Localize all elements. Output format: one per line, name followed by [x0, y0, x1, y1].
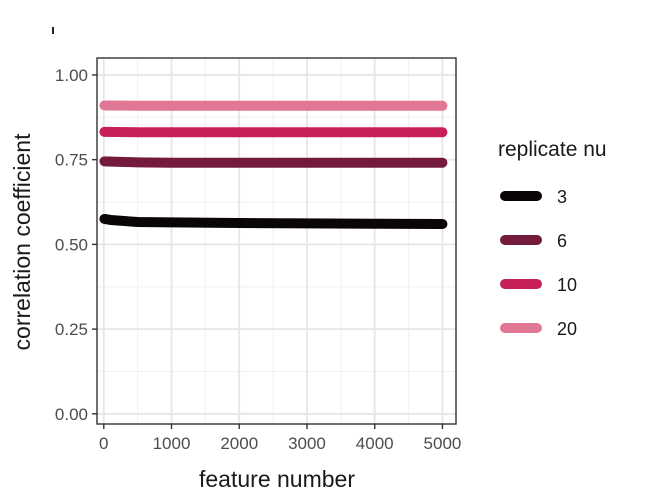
- panel-border: [96, 57, 457, 425]
- y-tick-label: 1.00: [55, 66, 88, 85]
- panel-background: [97, 58, 456, 424]
- minor-grid: [97, 58, 456, 424]
- y-tick-label: 0.50: [55, 235, 88, 254]
- legend-title: replicate nu: [498, 138, 607, 161]
- series-line-3: [99, 213, 448, 230]
- panel-border-rect: [96, 57, 457, 425]
- legend-label-10: 10: [557, 275, 577, 295]
- x-axis-ticks: 0 1000 2000 3000 4000 5000: [99, 424, 461, 453]
- y-axis-title: correlation coefficient: [9, 133, 35, 351]
- legend: replicate nu 3 6 10 20: [498, 138, 607, 339]
- y-tick-label: 0.00: [55, 405, 88, 424]
- x-tick-label: 2000: [220, 434, 258, 453]
- x-tick-label: 3000: [288, 434, 326, 453]
- speck-mark: [52, 27, 54, 34]
- x-axis-title: feature number: [199, 466, 355, 490]
- x-tick-label: 0: [99, 434, 108, 453]
- legend-label-20: 20: [557, 319, 577, 339]
- y-tick-label: 0.75: [55, 151, 88, 170]
- series-line-6: [99, 156, 448, 168]
- legend-label-6: 6: [557, 231, 567, 251]
- plot-panel: [97, 58, 456, 424]
- legend-label-3: 3: [557, 187, 567, 207]
- x-tick-label: 4000: [356, 434, 394, 453]
- x-tick-label: 1000: [153, 434, 191, 453]
- y-axis-ticks: 0.00 0.25 0.50 0.75 1.00: [55, 66, 97, 424]
- series-layer: [99, 100, 448, 230]
- x-tick-label: 5000: [424, 434, 462, 453]
- y-tick-label: 0.25: [55, 320, 88, 339]
